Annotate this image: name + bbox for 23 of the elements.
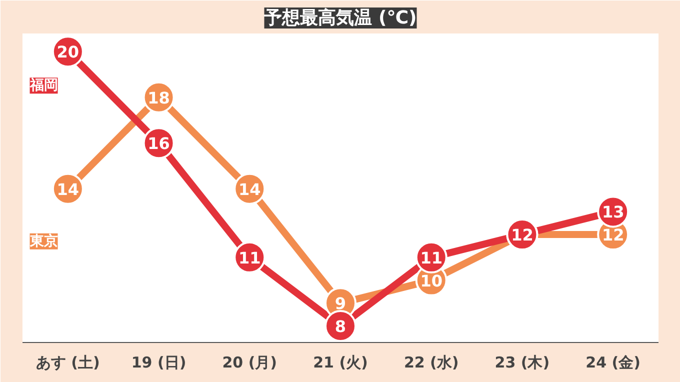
chart-title: 予想最高気温 (℃) [263,8,417,28]
text: 東京 [28,232,58,250]
data-label: 13 [602,202,624,222]
x-tick-label: 21 (火) [313,354,368,372]
data-label: 14 [56,180,80,199]
data-label: 20 [56,42,80,62]
data-label: 14 [238,180,261,199]
data-label: 10 [420,271,442,290]
data-label: 8 [334,317,346,336]
x-tick-label: 23 (木) [494,354,550,372]
x-tick-label: あす (土) [36,354,100,372]
data-label: 12 [602,226,624,245]
data-label: 11 [238,248,261,268]
x-tick-label: 20 (月) [222,354,278,372]
series-label: 福岡 [28,76,58,94]
x-tick-label: 19 (日) [131,354,186,372]
data-label: 12 [511,226,534,245]
data-label: 11 [420,248,442,268]
x-tick-label: 22 (水) [404,354,459,372]
data-label: 16 [148,134,170,154]
data-label: 9 [334,294,346,314]
x-tick-label: 24 (金) [586,354,640,372]
data-label: 18 [148,88,170,108]
